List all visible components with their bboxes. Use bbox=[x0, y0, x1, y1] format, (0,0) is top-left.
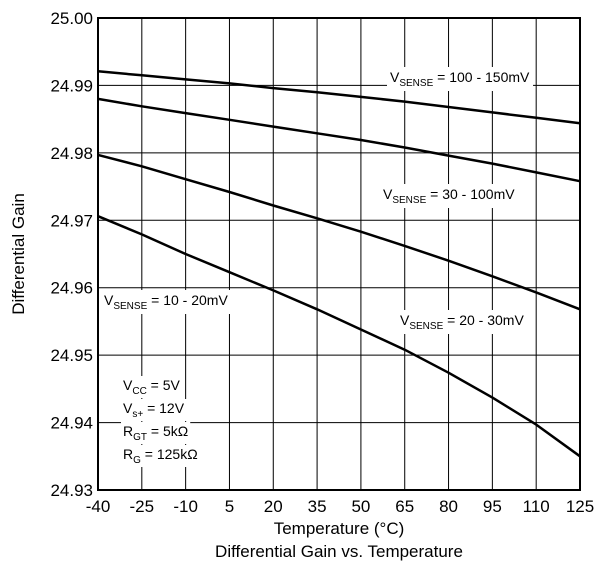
condition-item: RGT = 5kΩ bbox=[121, 422, 191, 444]
x-tick-label: 125 bbox=[566, 497, 594, 516]
y-tick-label: 24.94 bbox=[50, 414, 93, 433]
test-conditions: VCC = 5V Vs+ = 12V RGT = 5kΩ RG = 125kΩ bbox=[121, 376, 200, 467]
y-tick-labels: 25.00 24.99 24.98 24.97 24.96 24.95 24.94 24.93 bbox=[50, 9, 93, 500]
x-tick-label: 110 bbox=[523, 497, 550, 516]
series-label-background bbox=[380, 184, 519, 208]
condition-text: RGT = 5kΩ bbox=[123, 423, 188, 443]
condition-background bbox=[121, 399, 187, 421]
series-label: VSENSE = 30 - 100mV bbox=[380, 184, 519, 208]
series-label-text: VSENSE = 10 - 20mV bbox=[104, 292, 228, 312]
y-axis-label: Differential Gain bbox=[9, 193, 28, 315]
series-label-text: VSENSE = 20 - 30mV bbox=[400, 312, 524, 332]
y-tick-label: 24.98 bbox=[50, 144, 93, 163]
condition-item: Vs+ = 12V bbox=[121, 399, 187, 421]
series-line bbox=[97, 215, 581, 458]
series-line bbox=[97, 70, 581, 125]
condition-item: VCC = 5V bbox=[121, 376, 183, 398]
condition-background bbox=[121, 422, 191, 444]
x-tick-label: 35 bbox=[308, 497, 327, 516]
y-tick-label: 24.99 bbox=[50, 76, 93, 95]
y-tick-label: 24.96 bbox=[50, 279, 93, 298]
series-line bbox=[97, 97, 581, 183]
condition-item: RG = 125kΩ bbox=[121, 445, 200, 467]
series-label-background bbox=[397, 310, 528, 334]
condition-text: Vs+ = 12V bbox=[123, 400, 185, 420]
series-label-text: VSENSE = 100 - 150mV bbox=[390, 69, 530, 89]
series-label: VSENSE = 20 - 30mV bbox=[397, 310, 528, 334]
x-tick-label: 50 bbox=[351, 497, 370, 516]
y-tick-label: 25.00 bbox=[50, 9, 93, 28]
condition-background bbox=[121, 376, 183, 398]
series-label-background bbox=[101, 290, 232, 314]
condition-text: VCC = 5V bbox=[123, 377, 181, 397]
series-label-text: VSENSE = 30 - 100mV bbox=[383, 186, 515, 206]
x-tick-label: 80 bbox=[439, 497, 458, 516]
y-tick-label: 24.97 bbox=[50, 211, 93, 230]
chart-title: Differential Gain vs. Temperature bbox=[215, 542, 463, 561]
series-label: VSENSE = 10 - 20mV bbox=[101, 290, 232, 314]
series-label-background bbox=[387, 67, 534, 91]
x-axis-label: Temperature (°C) bbox=[274, 519, 405, 538]
x-tick-label: -40 bbox=[86, 497, 111, 516]
x-tick-labels: -40 -25 -10 5 20 35 50 65 80 95 110 125 bbox=[86, 497, 594, 516]
x-tick-label: -10 bbox=[173, 497, 198, 516]
y-tick-label: 24.95 bbox=[50, 346, 93, 365]
x-tick-label: 20 bbox=[264, 497, 283, 516]
series-line bbox=[97, 153, 581, 311]
condition-text: RG = 125kΩ bbox=[123, 446, 198, 466]
plot-frame bbox=[97, 17, 581, 491]
y-tick-label: 24.93 bbox=[50, 481, 93, 500]
x-tick-label: 5 bbox=[225, 497, 234, 516]
x-tick-label: 65 bbox=[395, 497, 414, 516]
condition-background bbox=[121, 445, 200, 467]
x-tick-label: 95 bbox=[483, 497, 502, 516]
series-labels: VSENSE = 100 - 150mV VSENSE = 30 - 100mV V… bbox=[101, 67, 534, 334]
series-label: VSENSE = 100 - 150mV bbox=[387, 67, 534, 91]
series-lines bbox=[97, 70, 581, 458]
x-tick-label: -25 bbox=[130, 497, 155, 516]
